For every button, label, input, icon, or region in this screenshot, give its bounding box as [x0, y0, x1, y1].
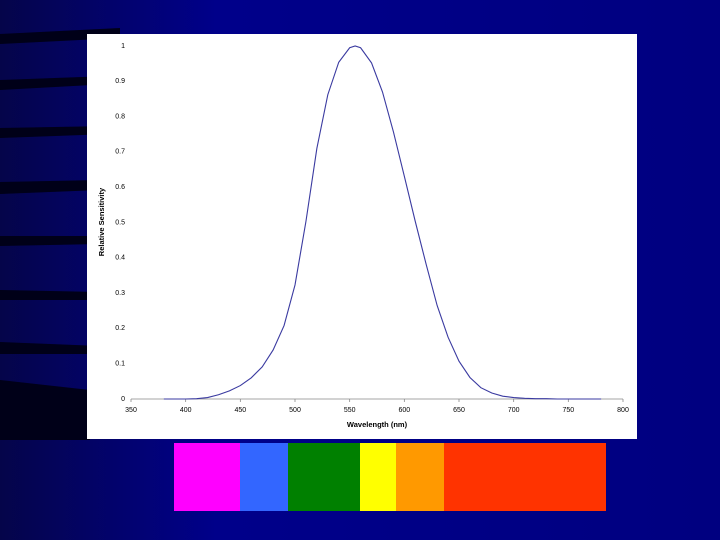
chart-panel	[87, 34, 637, 439]
y-tick-label: 0.4	[115, 255, 125, 262]
decor-stripes	[0, 28, 120, 440]
x-tick-label: 400	[180, 407, 192, 414]
x-tick-label: 500	[289, 407, 301, 414]
series-line	[163, 45, 602, 400]
y-tick-label: 0.7	[115, 149, 125, 156]
y-tick-label: 0	[121, 396, 125, 403]
spectrum-bar	[174, 443, 606, 511]
x-tick-label: 350	[125, 407, 137, 414]
y-tick-label: 0.8	[115, 113, 125, 120]
x-tick-label: 650	[453, 407, 465, 414]
y-axis-label: Relative Sensitivity	[97, 187, 106, 256]
y-tick-label: 0.3	[115, 290, 125, 297]
x-tick-label: 450	[234, 407, 246, 414]
x-tick-label: 550	[344, 407, 356, 414]
y-tick-label: 0.2	[115, 325, 125, 332]
y-tick-label: 0.1	[115, 361, 125, 368]
x-tick-label: 750	[562, 407, 574, 414]
y-tick-label: 0.6	[115, 184, 125, 191]
y-tick-label: 0.5	[115, 219, 125, 226]
x-axis-label: Wavelength (nm)	[347, 420, 408, 429]
y-tick-label: 1	[121, 43, 125, 50]
x-tick-label: 800	[617, 407, 629, 414]
y-tick-label: 0.9	[115, 78, 125, 85]
x-tick-label: 700	[508, 407, 520, 414]
x-tick-label: 600	[398, 407, 410, 414]
